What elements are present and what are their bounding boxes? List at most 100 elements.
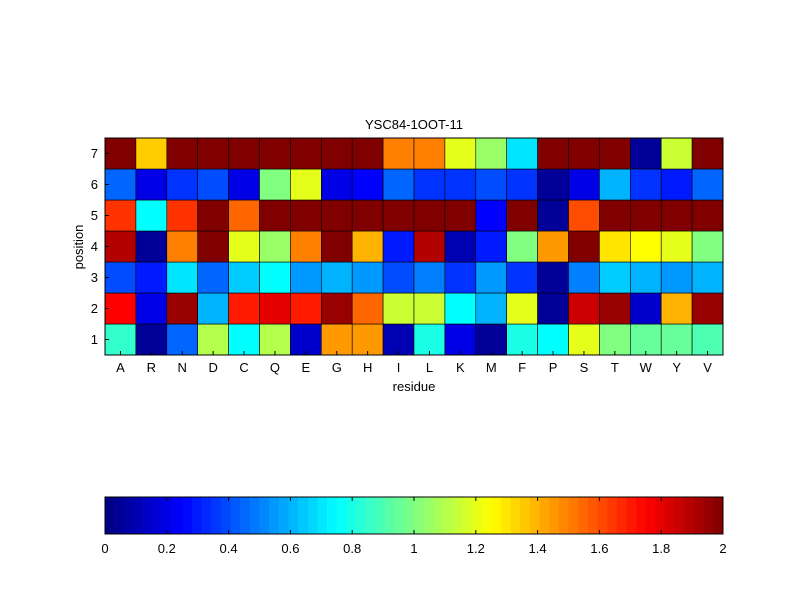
heatmap-cell-R-4 [135, 230, 168, 263]
heatmap-cell-I-5 [382, 199, 415, 232]
heatmap-cell-R-3 [135, 261, 168, 294]
heatmap-cell-R-5 [135, 199, 168, 232]
heatmap-cell-I-6 [382, 168, 415, 201]
colorbar-step [626, 497, 637, 534]
heatmap-cell-F-1 [506, 323, 538, 356]
colorbar-step [433, 497, 444, 534]
colorbar-step [230, 497, 241, 534]
colorbar [105, 497, 724, 534]
colorbar-step [616, 497, 627, 534]
heatmap-cell-Q-7 [259, 137, 291, 170]
colorbar-step [471, 497, 482, 534]
heatmap-cell-Y-6 [660, 168, 693, 201]
colorbar-step [636, 497, 647, 534]
heatmap-cell-K-5 [444, 199, 477, 232]
heatmap-cell-W-1 [629, 323, 662, 356]
heatmap-cell-T-5 [599, 199, 631, 232]
heatmap-cell-G-1 [320, 323, 353, 356]
colorbar-tick-label: 2 [719, 541, 726, 556]
x-tick-label-R: R [147, 360, 156, 375]
y-tick-label-2: 2 [91, 301, 98, 316]
colorbar-step [298, 497, 309, 534]
heatmap-cell-Q-5 [259, 199, 291, 232]
heatmap-cell-E-6 [290, 168, 322, 201]
heatmap-cell-R-1 [135, 323, 168, 356]
colorbar-step [133, 497, 144, 534]
heatmap-cell-C-5 [228, 199, 260, 232]
heatmap-cell-I-7 [382, 137, 415, 170]
heatmap-cell-P-1 [537, 323, 569, 356]
heatmap-cell-S-1 [568, 323, 600, 356]
heatmap-cell-F-7 [506, 137, 538, 170]
heatmap-cell-H-6 [351, 168, 384, 201]
x-tick-label-E: E [302, 360, 311, 375]
heatmap-cell-V-6 [691, 168, 724, 201]
colorbar-step [539, 497, 550, 534]
heatmap-cell-R-7 [135, 137, 168, 170]
heatmap-cell-M-5 [475, 199, 507, 232]
x-tick-label-N: N [178, 360, 187, 375]
colorbar-step [452, 497, 463, 534]
y-tick-label-4: 4 [91, 239, 98, 254]
x-tick-label-D: D [208, 360, 217, 375]
x-tick-label-Q: Q [270, 360, 280, 375]
heatmap-cell-I-3 [382, 261, 415, 294]
heatmap-cell-P-5 [537, 199, 569, 232]
heatmap-cell-C-1 [228, 323, 260, 356]
heatmap-cell-Y-2 [660, 292, 693, 325]
heatmap-cell-Q-4 [259, 230, 291, 263]
colorbar-step [423, 497, 434, 534]
colorbar-step [674, 497, 685, 534]
heatmap-cell-L-4 [413, 230, 446, 263]
x-tick-label-F: F [518, 360, 526, 375]
heatmap-cell-L-7 [413, 137, 446, 170]
heatmap-cell-E-3 [290, 261, 322, 294]
colorbar-step [220, 497, 231, 534]
heatmap-cell-M-1 [475, 323, 507, 356]
colorbar-step [124, 497, 135, 534]
heatmap-cell-N-6 [166, 168, 199, 201]
x-tick-label-A: A [116, 360, 125, 375]
colorbar-step [462, 497, 473, 534]
colorbar-step [529, 497, 540, 534]
heatmap-cell-G-4 [320, 230, 353, 263]
heatmap-cell-C-7 [228, 137, 260, 170]
heatmap-cell-L-1 [413, 323, 446, 356]
colorbar-step [568, 497, 579, 534]
heatmap-cell-G-2 [320, 292, 353, 325]
colorbar-step [655, 497, 666, 534]
heatmap-cell-M-7 [475, 137, 507, 170]
heatmap-cell-V-7 [691, 137, 724, 170]
heatmap-cell-Y-1 [660, 323, 693, 356]
heatmap-cell-N-3 [166, 261, 199, 294]
colorbar-step [278, 497, 289, 534]
colorbar-step [182, 497, 193, 534]
colorbar-step [404, 497, 415, 534]
heatmap-cell-V-5 [691, 199, 724, 232]
heatmap-cell-S-6 [568, 168, 600, 201]
heatmap-cell-Q-1 [259, 323, 291, 356]
heatmap-cell-S-7 [568, 137, 600, 170]
heatmap-cell-T-4 [599, 230, 631, 263]
x-tick-label-Y: Y [672, 360, 681, 375]
y-tick-label-5: 5 [91, 208, 98, 223]
colorbar-step [240, 497, 251, 534]
heatmap-cell-P-2 [537, 292, 569, 325]
colorbar-step [153, 497, 164, 534]
heatmap-cell-Q-3 [259, 261, 291, 294]
heatmap-cell-K-3 [444, 261, 477, 294]
colorbar-step [694, 497, 704, 534]
heatmap-cell-I-1 [382, 323, 415, 356]
heatmap-cell-A-3 [104, 261, 137, 294]
colorbar-step [327, 497, 338, 534]
x-tick-label-S: S [580, 360, 589, 375]
heatmap-cell-W-3 [629, 261, 662, 294]
colorbar-step [365, 497, 376, 534]
heatmap-cell-G-7 [320, 137, 353, 170]
colorbar-tick-label: 1.4 [529, 541, 547, 556]
x-tick-label-M: M [486, 360, 497, 375]
heatmap-cell-Q-2 [259, 292, 291, 325]
heatmap-cell-S-5 [568, 199, 600, 232]
heatmap-cell-Q-6 [259, 168, 291, 201]
